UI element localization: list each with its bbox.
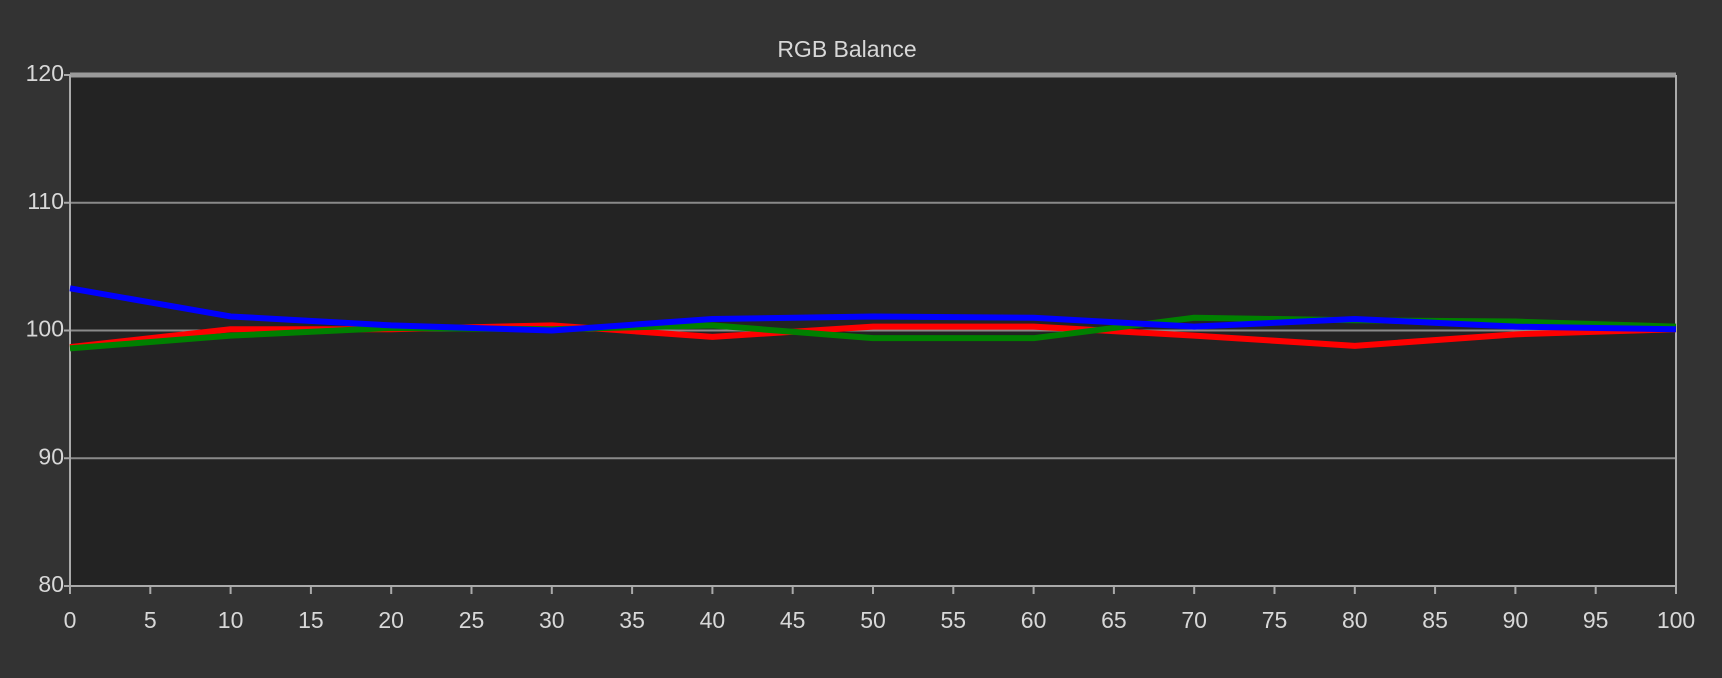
y-tick-label: 80: [38, 571, 64, 597]
x-tick-label: 60: [1021, 607, 1047, 633]
x-tick-label: 45: [780, 607, 806, 633]
x-tick-label: 0: [64, 607, 77, 633]
y-tick-label: 100: [26, 316, 64, 342]
x-tick-label: 40: [700, 607, 726, 633]
x-tick-label: 5: [144, 607, 157, 633]
x-tick-label: 20: [378, 607, 404, 633]
x-tick-label: 55: [941, 607, 967, 633]
chart-title: RGB Balance: [777, 36, 916, 62]
x-tick-label: 50: [860, 607, 886, 633]
x-tick-label: 100: [1657, 607, 1695, 633]
x-tick-label: 80: [1342, 607, 1368, 633]
x-tick-label: 10: [218, 607, 244, 633]
x-tick-label: 95: [1583, 607, 1609, 633]
x-tick-label: 30: [539, 607, 565, 633]
series-line: [69, 285, 1677, 334]
y-tick-label: 110: [27, 188, 64, 214]
x-tick-label: 90: [1503, 607, 1529, 633]
x-tick-label: 75: [1262, 607, 1288, 633]
x-tick-label: 35: [619, 607, 645, 633]
x-tick-label: 15: [298, 607, 324, 633]
x-tick-label: 65: [1101, 607, 1127, 633]
x-tick-label: 25: [459, 607, 485, 633]
x-tick-label: 85: [1422, 607, 1448, 633]
y-tick-label: 120: [26, 60, 64, 86]
y-tick-label: 90: [38, 443, 64, 469]
x-tick-label: 70: [1181, 607, 1207, 633]
